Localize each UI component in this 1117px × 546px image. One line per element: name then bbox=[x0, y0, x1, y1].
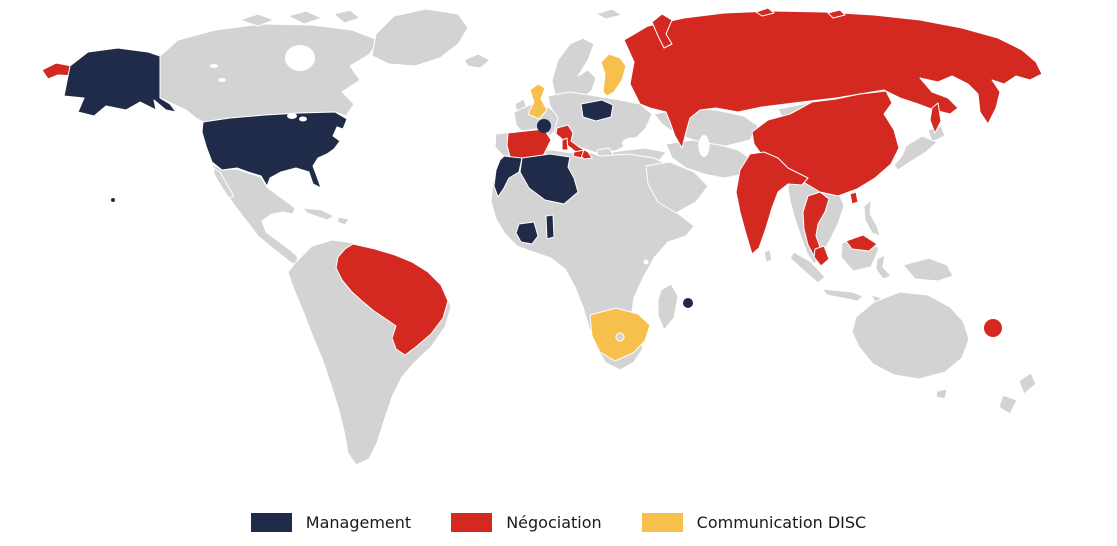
russia-arctic-island bbox=[827, 9, 846, 19]
country-india bbox=[735, 151, 809, 255]
communication-disc-layer bbox=[527, 53, 651, 362]
management-layer bbox=[63, 47, 693, 308]
island-sumatra bbox=[789, 251, 826, 284]
usa-hawaii bbox=[111, 198, 115, 202]
great-lakes bbox=[287, 113, 297, 119]
legend-swatch-negociation bbox=[451, 513, 493, 532]
country-russia bbox=[623, 10, 1043, 149]
legend-item-communication-disc: Communication DISC bbox=[641, 512, 867, 532]
legend-item-management: Management bbox=[250, 512, 412, 532]
country-united-kingdom bbox=[527, 83, 548, 120]
mauritius-point-marker bbox=[683, 298, 693, 308]
country-madagascar bbox=[657, 283, 679, 331]
country-australia bbox=[851, 291, 970, 380]
country-usa bbox=[201, 111, 348, 189]
great-bear-lake bbox=[218, 78, 226, 82]
black-sea bbox=[622, 137, 646, 149]
island-sulawesi bbox=[875, 254, 892, 280]
management-color-swatch bbox=[250, 513, 292, 532]
new-caledonia-point-marker bbox=[984, 319, 1002, 337]
country-poland bbox=[580, 99, 614, 122]
country-malaysia-borneo bbox=[845, 234, 878, 252]
country-finland bbox=[600, 53, 627, 97]
country-greenland bbox=[371, 8, 469, 67]
country-algeria bbox=[519, 153, 579, 205]
baja-california bbox=[213, 167, 235, 199]
legend: Management Négociation Communication DIS… bbox=[0, 513, 1117, 532]
legend-swatch-management bbox=[250, 513, 292, 532]
country-thailand bbox=[802, 191, 830, 257]
country-benin bbox=[545, 214, 555, 240]
arctic-island bbox=[287, 10, 323, 25]
great-slave-lake bbox=[210, 64, 218, 68]
svalbard bbox=[595, 8, 623, 20]
arctic-island bbox=[239, 13, 275, 27]
great-lakes bbox=[299, 116, 307, 122]
country-sri-lanka bbox=[763, 249, 773, 263]
arctic-island bbox=[333, 9, 361, 24]
country-cote-divoire bbox=[515, 221, 539, 245]
legend-item-negociation: Négociation bbox=[451, 512, 602, 532]
legend-label-management: Management bbox=[305, 512, 412, 532]
legend-swatch-communication-disc bbox=[641, 513, 683, 532]
island-tasmania bbox=[935, 388, 948, 400]
france-point-marker bbox=[537, 119, 551, 133]
country-saudi-arabia bbox=[645, 161, 709, 214]
country-cuba bbox=[302, 207, 335, 221]
russia-novaya-zemlya bbox=[651, 13, 673, 49]
hudson-bay bbox=[285, 45, 315, 71]
country-canada bbox=[159, 23, 379, 123]
country-mexico-central-america bbox=[211, 163, 299, 267]
caspian-sea bbox=[698, 135, 710, 157]
country-hispaniola bbox=[336, 216, 350, 226]
country-taiwan bbox=[849, 191, 859, 205]
communication-disc-color-swatch bbox=[641, 513, 683, 532]
legend-label-negociation: Négociation bbox=[506, 512, 602, 532]
italy-sicily bbox=[572, 149, 585, 159]
country-new-zealand-north bbox=[1018, 372, 1037, 395]
russia-sakhalin bbox=[929, 102, 942, 134]
usa-alaska bbox=[63, 47, 177, 117]
country-lesotho bbox=[615, 332, 625, 342]
legend-label-communication-disc: Communication DISC bbox=[696, 512, 867, 532]
country-malaysia-peninsular bbox=[813, 245, 830, 267]
water-layer bbox=[210, 45, 710, 265]
italy-sardinia bbox=[561, 137, 569, 151]
country-japan-honshu bbox=[893, 135, 938, 171]
country-iceland bbox=[463, 53, 491, 69]
island-java bbox=[821, 288, 864, 302]
negociation-layer bbox=[41, 7, 1043, 356]
country-philippines bbox=[863, 199, 881, 237]
island-new-guinea bbox=[902, 257, 954, 282]
country-brazil bbox=[335, 243, 449, 356]
russia-arctic-island bbox=[755, 7, 775, 17]
negociation-color-swatch bbox=[451, 513, 493, 532]
country-new-zealand-south bbox=[998, 394, 1018, 415]
lake-victoria bbox=[643, 259, 649, 265]
